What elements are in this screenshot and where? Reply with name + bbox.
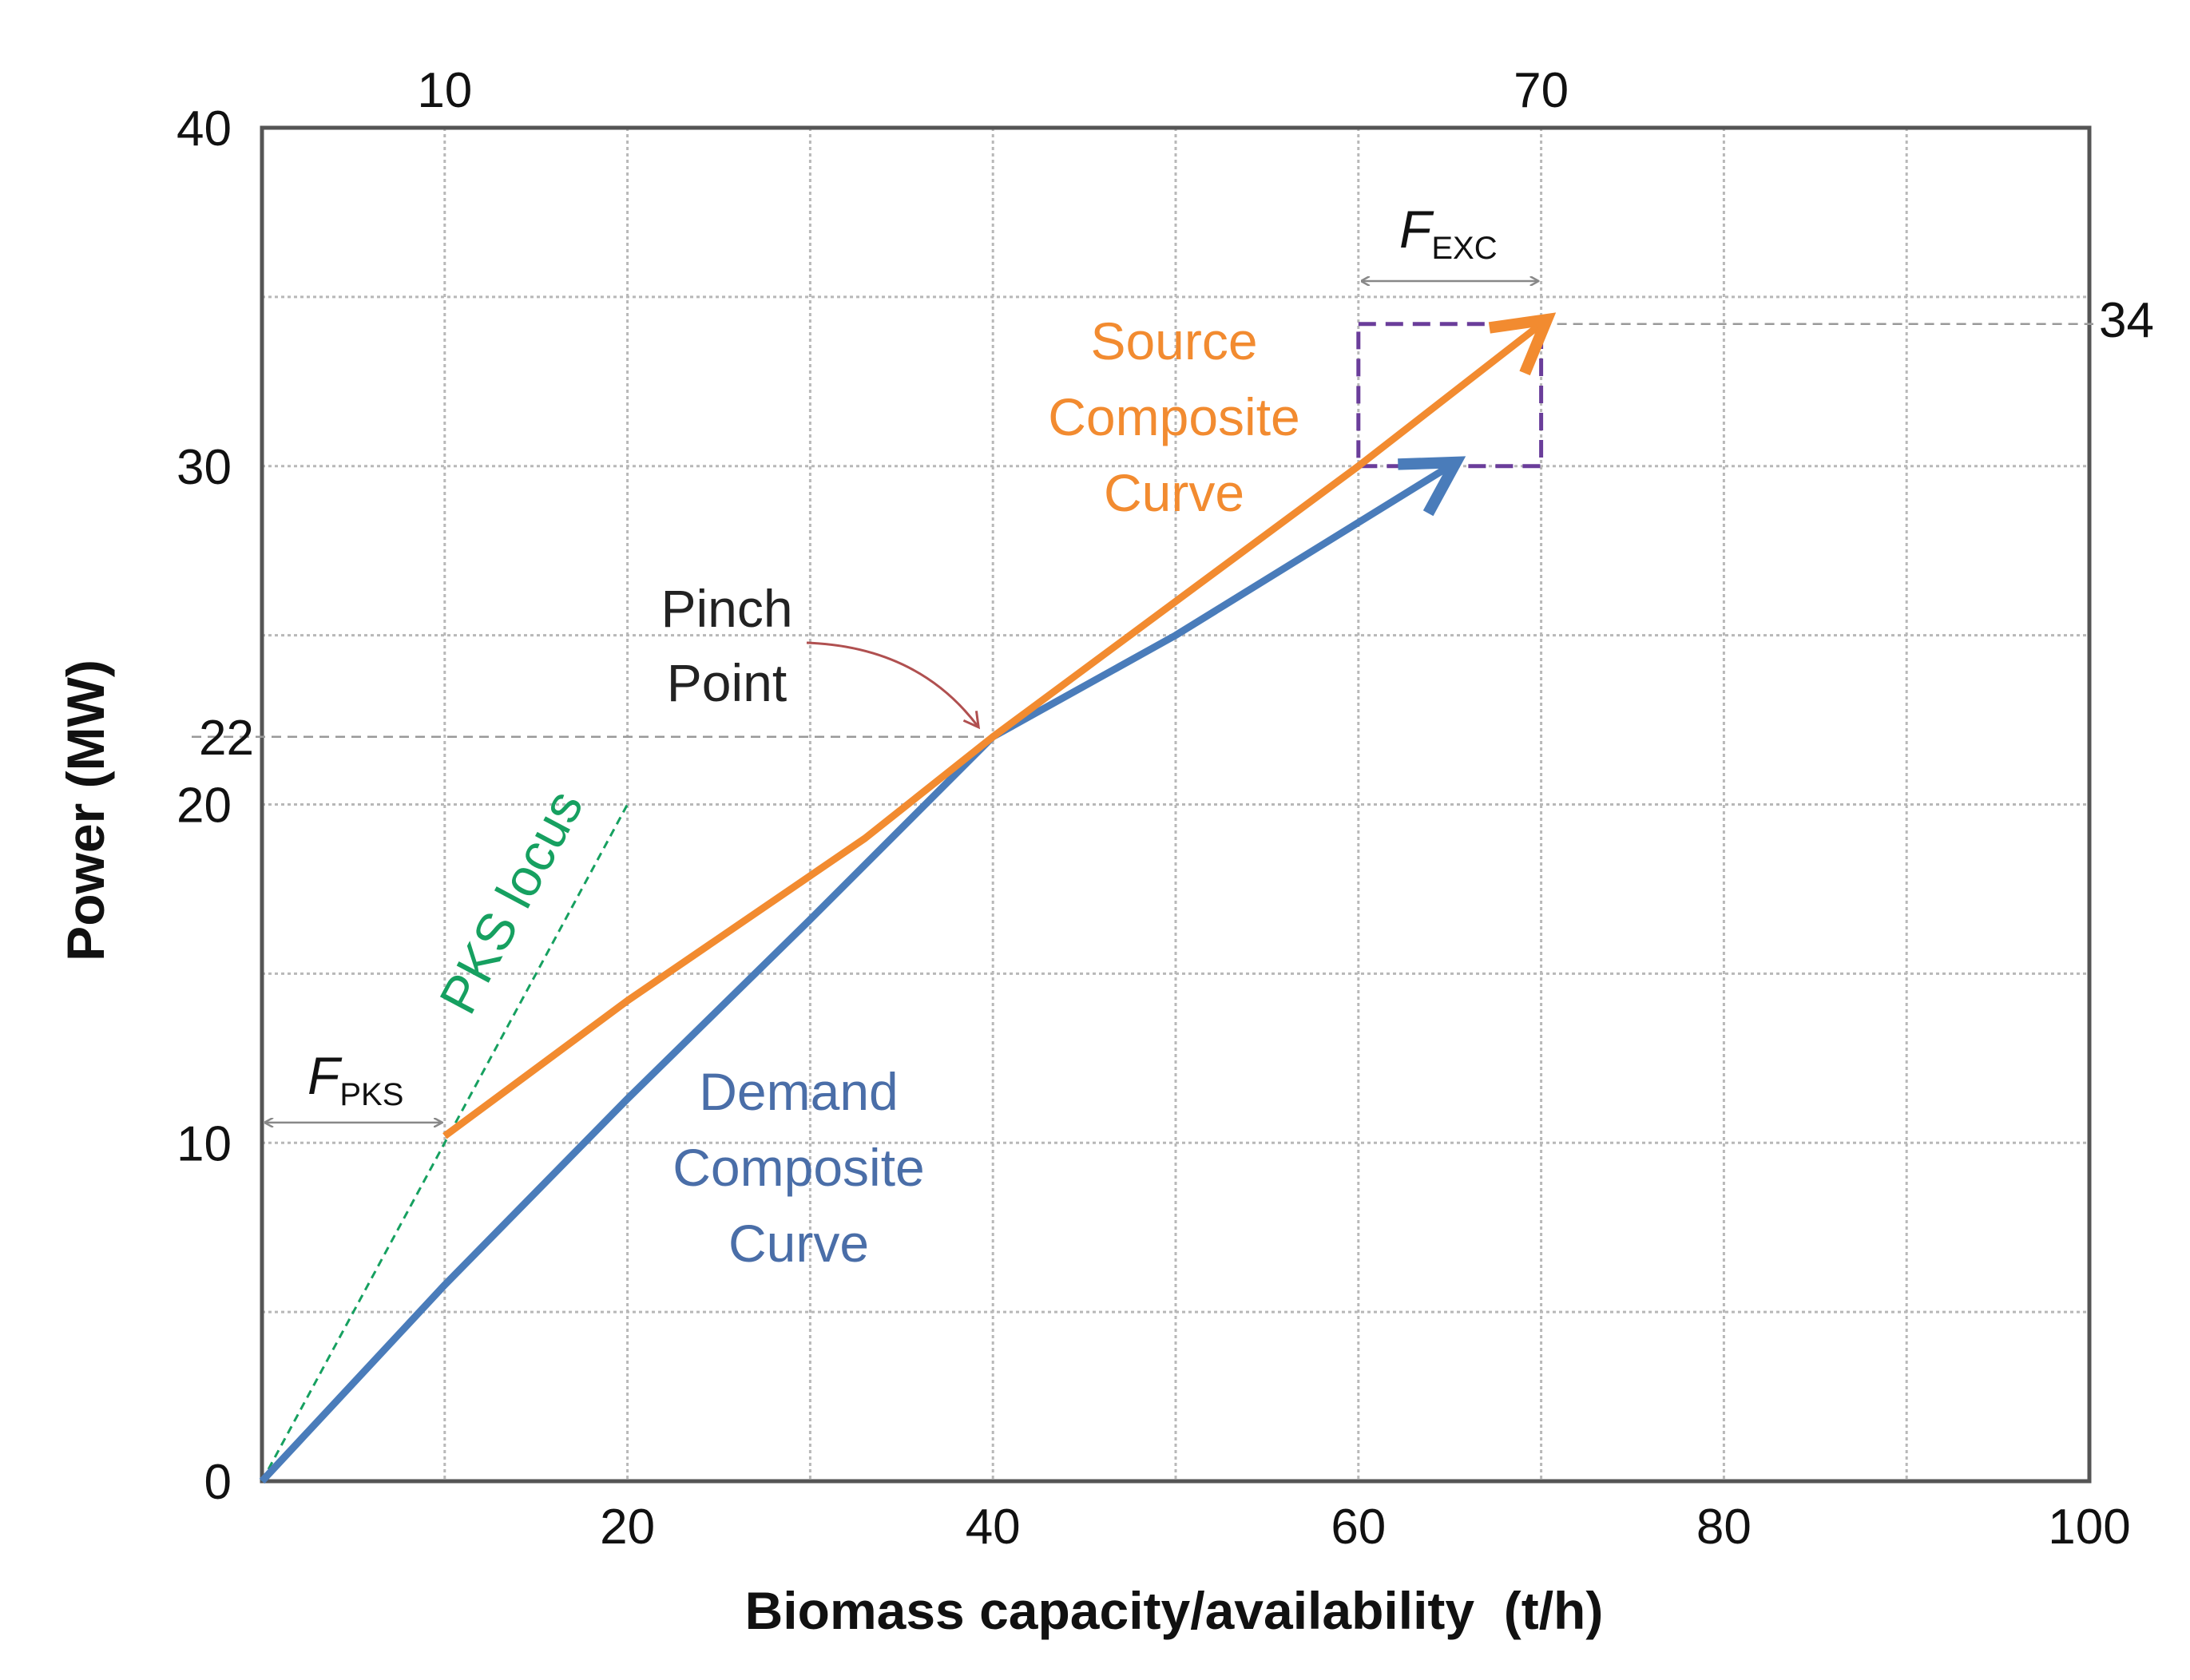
top-x-tick-10: 10: [417, 63, 472, 118]
x-tick-label: 40: [966, 1500, 1021, 1555]
demand-label-line-1: Demand: [699, 1062, 898, 1121]
f-exc-sub: EXC: [1431, 231, 1497, 266]
reference-lines: [192, 323, 2093, 738]
pks-locus-line: [260, 803, 629, 1482]
y-axis-title: Power (MW): [56, 660, 115, 961]
y-tick-label: 10: [177, 1116, 232, 1171]
f-exc-main: F: [1399, 200, 1434, 259]
source-label-line-3: Curve: [1104, 463, 1244, 522]
pks-locus-label: PKS locus: [428, 780, 594, 1023]
y-tick-label: 40: [177, 101, 232, 157]
f-pks-label: FPKS: [307, 1046, 403, 1112]
f-pks-main: F: [307, 1046, 343, 1105]
y-tick-labels: 0 10 20 30 40: [177, 101, 232, 1510]
f-pks-sub: PKS: [339, 1077, 403, 1112]
demand-label-line-3: Curve: [728, 1214, 869, 1273]
x-tick-label: 100: [2048, 1500, 2130, 1555]
source-label-line-2: Composite: [1048, 387, 1299, 446]
pinch-label-line-1: Pinch: [661, 579, 792, 638]
pinch-point-arrow: [806, 641, 981, 730]
x-tick-label: 80: [1696, 1500, 1752, 1555]
f-exc-label: FEXC: [1399, 200, 1498, 266]
demand-label-line-2: Composite: [672, 1138, 924, 1197]
left-y-tick-22: 22: [199, 711, 254, 766]
right-y-tick-34: 34: [2099, 293, 2154, 348]
x-axis-title: Biomass capacity/availability (t/h): [745, 1581, 1604, 1640]
y-tick-label: 30: [177, 440, 232, 495]
pinch-label-line-2: Point: [667, 653, 787, 712]
y-tick-label: 20: [177, 779, 232, 834]
x-tick-label: 20: [600, 1500, 655, 1555]
y-tick-label: 0: [204, 1455, 232, 1510]
source-composite-curve-line: [442, 312, 1557, 1139]
plot-frame: [260, 125, 2092, 1484]
source-label-line-1: Source: [1090, 311, 1257, 370]
top-x-tick-70: 70: [1514, 63, 1569, 118]
x-tick-labels: 20 40 60 80 100: [600, 1500, 2131, 1555]
x-tick-label: 60: [1331, 1500, 1386, 1555]
demand-composite-curve-line: [259, 456, 1466, 1484]
